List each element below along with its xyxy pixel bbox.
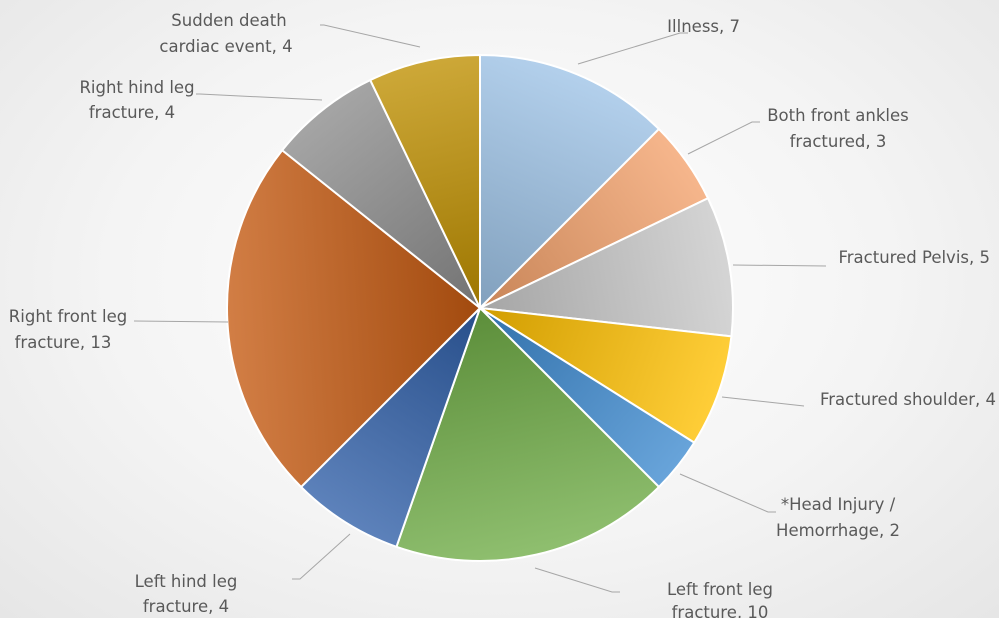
leader-line [133,320,229,323]
leader-line [732,264,827,267]
leader-line [292,533,351,580]
pie-slice-fractured-shoulder [479,307,733,444]
pie-slice-fractured-pelvis [476,196,734,338]
data-label: Both front ankles fractured, 3 [767,106,909,151]
leader-line [687,121,760,155]
leader-line [577,32,688,65]
data-labels: Illness, 7 Both front ankles fractured, 3 F… [9,11,996,618]
leader-line [534,567,620,593]
pie-slice-right-hind-leg-fracture [280,78,481,309]
data-label: Illness, 7 [667,17,740,36]
leader-line [320,24,421,48]
data-label: Left hind leg fracture, 4 [135,572,238,616]
data-label: Left front leg fracture, 10 [667,580,773,618]
data-label: Right hind leg fracture, 4 [79,78,194,122]
pie-slice-left-hind-leg-fracture [299,307,481,549]
pie-slice-illness [479,53,661,311]
pie-slices [226,53,734,562]
data-label: Right front leg fracture, 13 [9,307,127,352]
data-label: *Head Injury / Hemorrhage, 2 [776,495,900,540]
leader-lines [133,24,827,593]
data-label: Fractured Pelvis, 5 [838,248,990,267]
data-label: Sudden death cardiac event, 4 [159,11,292,56]
leader-line [196,93,323,101]
leader-line [679,473,776,513]
leader-line [721,396,805,407]
pie-slice-left-front-leg-fracture [395,306,661,562]
data-label: Fractured shoulder, 4 [820,390,996,409]
pie-slice-sudden-death-cardiac-event [368,53,481,309]
